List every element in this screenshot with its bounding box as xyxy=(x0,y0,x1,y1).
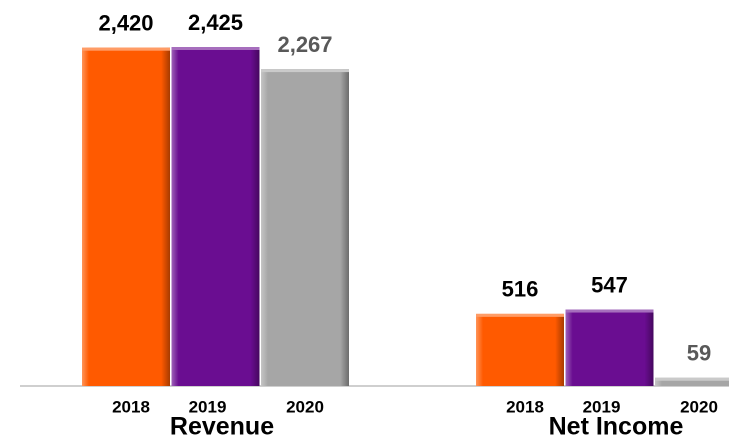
category-label: Net Income xyxy=(549,413,684,441)
series-label: 2018 xyxy=(112,397,150,416)
bar-highlight xyxy=(261,69,349,73)
series-label: 2019 xyxy=(189,397,227,416)
bar xyxy=(565,309,654,386)
bar xyxy=(82,47,170,386)
bar-highlight xyxy=(171,47,260,50)
bar-highlight xyxy=(655,377,729,381)
bar xyxy=(171,47,260,386)
bar-highlight xyxy=(565,309,654,313)
bar xyxy=(655,377,729,386)
value-label: 2,267 xyxy=(277,32,332,57)
series-label: 2020 xyxy=(680,397,718,416)
category-label: Revenue xyxy=(170,413,274,441)
bar xyxy=(261,69,349,386)
series-label: 2018 xyxy=(506,397,544,416)
value-label: 516 xyxy=(502,277,539,302)
bar xyxy=(476,313,564,386)
value-label: 547 xyxy=(591,272,628,297)
bar-highlight xyxy=(82,47,170,51)
value-label: 2,425 xyxy=(188,10,243,35)
series-label: 2019 xyxy=(583,397,621,416)
series-label: 2020 xyxy=(286,397,324,416)
value-label: 59 xyxy=(687,341,711,366)
bar-highlight xyxy=(476,313,564,317)
value-label: 2,420 xyxy=(98,11,153,36)
